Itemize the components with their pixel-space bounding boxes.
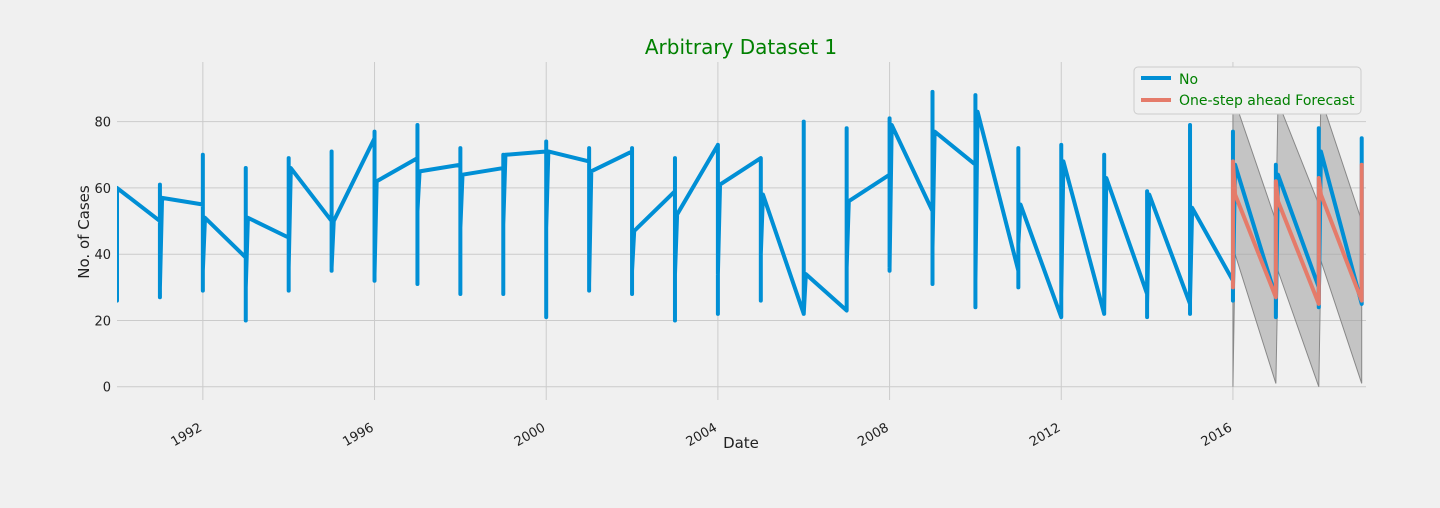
legend-box — [1133, 66, 1362, 115]
series-line-observed — [117, 89, 1364, 323]
y-tick-label: 20 — [94, 314, 111, 329]
series-layer — [117, 89, 1364, 323]
legend: No One-step ahead Forecast — [1133, 66, 1362, 115]
legend-label-forecast: One-step ahead Forecast — [1179, 93, 1355, 109]
legend-label-observed: No — [1179, 72, 1198, 88]
series-line-forecast — [1230, 159, 1364, 306]
y-axis-label: No. of Cases — [75, 185, 93, 279]
y-tick-label: 80 — [94, 116, 111, 131]
y-tick-label: 60 — [94, 182, 111, 197]
y-tick-label: 40 — [94, 248, 111, 263]
chart-title: Arbitrary Dataset 1 — [645, 35, 837, 59]
y-tick-label: 0 — [103, 381, 111, 396]
x-axis-label: Date — [723, 434, 759, 452]
